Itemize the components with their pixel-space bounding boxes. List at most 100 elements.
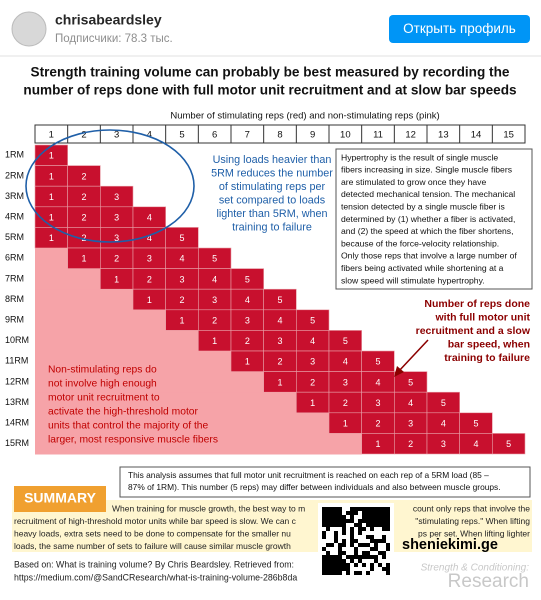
assumption-line: 87% of 1RM). This number (5 reps) may di… <box>128 482 501 492</box>
qr-module <box>350 555 354 559</box>
infographic: Strength training volume can probably be… <box>5 65 533 592</box>
qr-module <box>338 559 342 563</box>
rep-number: 3 <box>114 212 119 222</box>
non-stimulating-cells <box>35 412 329 434</box>
arrow-head <box>394 366 404 377</box>
title-line: number of reps done with full motor unit… <box>23 83 516 98</box>
qr-module <box>326 523 330 527</box>
qr-module <box>370 523 374 527</box>
qr-module <box>326 571 330 575</box>
qr-module <box>370 547 374 551</box>
qr-module <box>370 511 374 515</box>
overlay-site: sheniekimi.ge <box>402 537 498 553</box>
qr-module <box>346 571 350 575</box>
rep-number: 3 <box>441 439 446 449</box>
qr-module <box>334 507 338 511</box>
qr-module <box>370 515 374 519</box>
qr-module <box>350 515 354 519</box>
rep-number: 5 <box>245 274 250 284</box>
qr-module <box>346 519 350 523</box>
qr-module <box>342 551 346 555</box>
summary-label: SUMMARY <box>24 490 96 506</box>
rep-number: 1 <box>310 398 315 408</box>
hypertrophy-line: are stimulated to grow once they have <box>341 177 486 187</box>
rep-number: 1 <box>49 151 54 161</box>
summary-line: recruitment of high-threshold motor unit… <box>14 516 297 526</box>
qr-module <box>338 523 342 527</box>
qr-module <box>338 571 342 575</box>
qr-module <box>358 531 362 535</box>
column-number: 12 <box>405 130 416 141</box>
column-number: 10 <box>340 130 351 141</box>
username[interactable]: chrisabeardsley <box>55 12 162 28</box>
rep-number: 5 <box>212 254 217 264</box>
qr-module <box>338 515 342 519</box>
rep-number: 2 <box>147 274 152 284</box>
rep-number: 4 <box>212 274 217 284</box>
rep-number: 1 <box>81 254 86 264</box>
row-label: 8RM <box>5 294 24 304</box>
rep-number: 2 <box>81 171 86 181</box>
qr-module <box>326 559 330 563</box>
row-label: 5RM <box>5 232 24 242</box>
qr-module <box>366 507 370 511</box>
heavy-note-line: 5RM reduces the number <box>211 167 333 179</box>
qr-module <box>346 511 350 515</box>
qr-module <box>342 527 346 531</box>
rep-number: 1 <box>277 377 282 387</box>
qr-module <box>330 523 334 527</box>
qr-module <box>354 555 358 559</box>
qr-module <box>386 547 390 551</box>
qr-module <box>326 555 330 559</box>
qr-module <box>378 563 382 567</box>
qr-module <box>366 535 370 539</box>
qr-module <box>358 543 362 547</box>
rep-number: 1 <box>49 212 54 222</box>
row-label: 9RM <box>5 314 24 324</box>
row-label: 10RM <box>5 335 29 345</box>
qr-module <box>374 559 378 563</box>
rep-number: 1 <box>212 336 217 346</box>
qr-module <box>354 511 358 515</box>
rep-number: 3 <box>114 233 119 243</box>
avatar[interactable] <box>11 11 47 47</box>
qr-module <box>362 527 366 531</box>
non-stimulating-cells <box>35 289 133 311</box>
rep-number: 3 <box>212 295 217 305</box>
qr-module <box>362 511 366 515</box>
qr-module <box>386 519 390 523</box>
rep-number: 2 <box>408 439 413 449</box>
non-stimulating-cells <box>35 392 297 414</box>
row-label: 4RM <box>5 211 24 221</box>
rep-number: 2 <box>81 212 86 222</box>
open-profile-button[interactable] <box>389 15 530 43</box>
qr-module <box>322 567 326 571</box>
qr-module <box>326 519 330 523</box>
qr-module <box>354 523 358 527</box>
rep-number: 4 <box>441 418 446 428</box>
rep-number: 1 <box>375 439 380 449</box>
nonstim-note-line: motor unit recruitment to <box>48 393 160 404</box>
source-line: https://medium.com/@SandCResearch/what-i… <box>14 572 297 582</box>
qr-module <box>338 507 342 511</box>
followers: Подписчики: 78.3 тыс. <box>55 33 173 45</box>
qr-module <box>350 535 354 539</box>
qr-module <box>322 519 326 523</box>
qr-module <box>386 571 390 575</box>
qr-module <box>326 507 330 511</box>
rep-number: 2 <box>114 254 119 264</box>
qr-module <box>366 523 370 527</box>
qr-module <box>346 563 350 567</box>
rep-number: 2 <box>81 233 86 243</box>
qr-module <box>350 511 354 515</box>
rep-number: 4 <box>245 295 250 305</box>
qr-module <box>326 563 330 567</box>
open-profile-label[interactable]: Открыть профиль <box>403 21 516 36</box>
summary-line: heavy loads, extra sets need to be done … <box>14 528 291 538</box>
qr-module <box>338 519 342 523</box>
rep-number: 1 <box>49 192 54 202</box>
qr-module <box>338 547 342 551</box>
qr-module <box>334 531 338 535</box>
qr-module <box>322 507 326 511</box>
